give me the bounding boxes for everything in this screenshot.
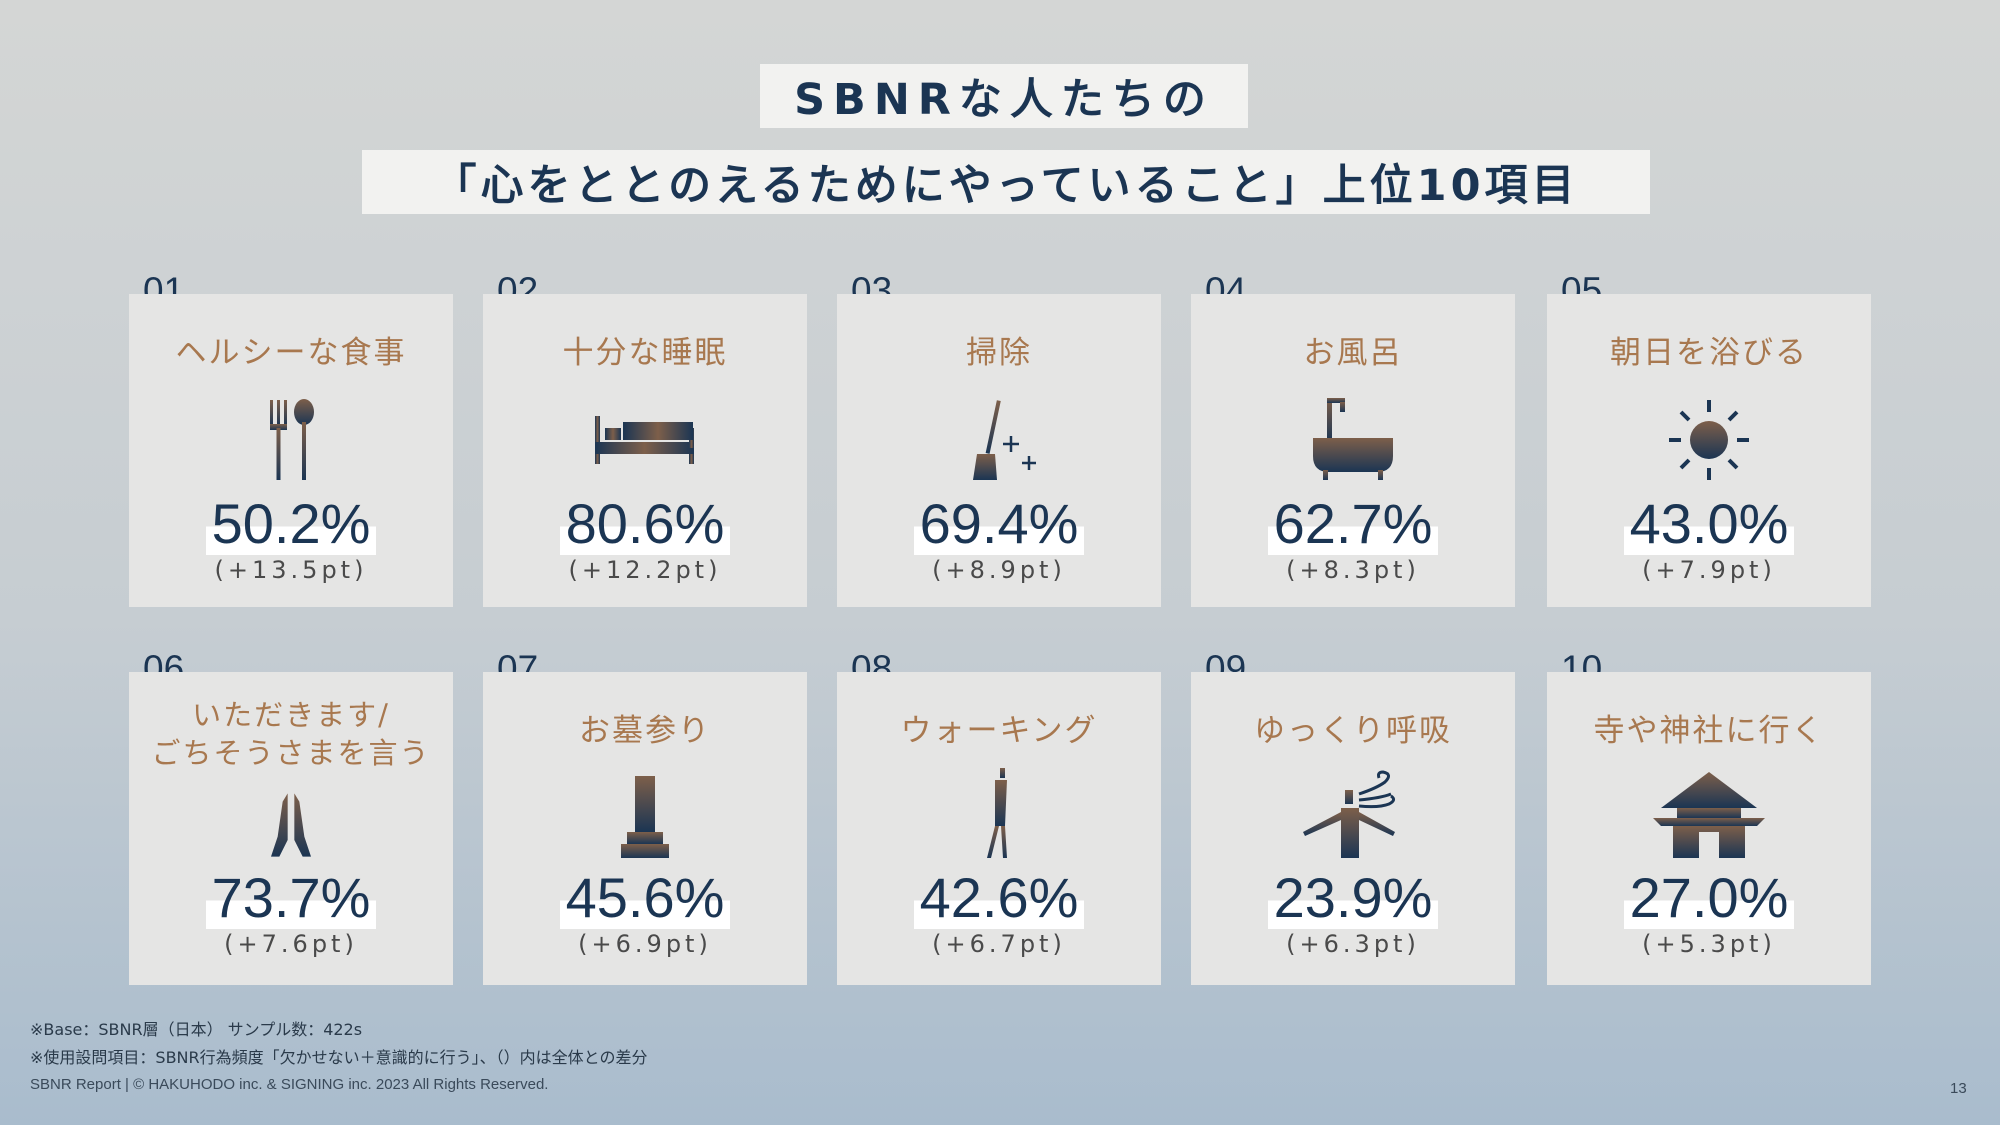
item-card-09: ゆっくり呼吸 23.9% (+6.3pt) <box>1191 672 1515 985</box>
item-label-line2: ごちそうさまを言う <box>151 736 431 770</box>
item-card-10: 寺や神社に行く 27.0% (+5.3pt) <box>1547 672 1871 985</box>
item-diff: (+8.3pt) <box>1286 556 1420 584</box>
title-line2: 「心をととのえるためにやっていること」上位10項目 <box>362 150 1650 214</box>
item-label: 十分な睡眠 <box>562 335 728 371</box>
base-note: ※Base：SBNR層（日本） サンプル数：422s <box>30 1020 363 1039</box>
item-card-06: いただきます/ ごちそうさまを言う 73.7% (+7.6pt) <box>129 672 453 985</box>
item-card-08: ウォーキング 42.6% (+6.7pt) <box>837 672 1161 985</box>
item-diff: (+12.2pt) <box>568 556 722 584</box>
item-percentage: 42.6% <box>837 866 1161 929</box>
item-percentage: 43.0% <box>1547 492 1871 555</box>
item-diff: (+13.5pt) <box>214 556 368 584</box>
item-label: ヘルシーな食事 <box>175 335 407 371</box>
item-diff: (+6.7pt) <box>932 930 1066 958</box>
item-label: 朝日を浴びる <box>1610 335 1808 371</box>
item-percentage: 80.6% <box>483 492 807 555</box>
item-diff: (+5.3pt) <box>1642 930 1776 958</box>
item-card-01: ヘルシーな食事 50.2% (+13.5pt) <box>129 294 453 607</box>
item-label-line1: いただきます/ <box>192 698 390 732</box>
question-note: ※使用設問項目：SBNR行為頻度「欠かせない＋意識的に行う」、（）内は全体との差… <box>30 1048 648 1067</box>
broom-sparkle-icon <box>949 398 1049 482</box>
breathing-person-icon <box>1293 768 1413 860</box>
item-card-04: お風呂 62.7% (+8.3pt) <box>1191 294 1515 607</box>
praying-hands-icon <box>241 790 341 860</box>
item-percentage: 23.9% <box>1191 866 1515 929</box>
walking-person-icon <box>949 766 1049 860</box>
item-percentage: 27.0% <box>1547 866 1871 929</box>
item-percentage: 62.7% <box>1191 492 1515 555</box>
item-label: ゆっくり呼吸 <box>1254 713 1452 749</box>
bathtub-icon <box>1303 398 1403 482</box>
sun-icon <box>1659 398 1759 482</box>
page-number: 13 <box>1950 1080 1967 1097</box>
item-percentage: 73.7% <box>129 866 453 929</box>
item-card-07: お墓参り 45.6% (+6.9pt) <box>483 672 807 985</box>
item-diff: (+6.3pt) <box>1286 930 1420 958</box>
item-label: お墓参り <box>579 713 711 749</box>
item-label: ウォーキング <box>900 713 1098 749</box>
gravestone-icon <box>595 776 695 860</box>
item-diff: (+6.9pt) <box>578 930 712 958</box>
title-line1: SBNRな人たちの <box>760 64 1248 128</box>
fork-spoon-icon <box>241 398 341 482</box>
item-card-02: 十分な睡眠 80.6% (+12.2pt) <box>483 294 807 607</box>
bed-icon <box>595 398 695 482</box>
item-percentage: 45.6% <box>483 866 807 929</box>
item-label: 掃除 <box>966 335 1032 371</box>
item-card-05: 朝日を浴びる 43.0% (+7.9pt) <box>1547 294 1871 607</box>
item-diff: (+7.9pt) <box>1642 556 1776 584</box>
item-diff: (+8.9pt) <box>932 556 1066 584</box>
item-label: お風呂 <box>1303 335 1403 371</box>
copyright: SBNR Report | © HAKUHODO inc. & SIGNING … <box>30 1076 549 1093</box>
item-card-03: 掃除 69.4% (+8.9pt) <box>837 294 1161 607</box>
item-diff: (+7.6pt) <box>224 930 358 958</box>
item-label: 寺や神社に行く <box>1593 713 1825 749</box>
item-percentage: 50.2% <box>129 492 453 555</box>
item-percentage: 69.4% <box>837 492 1161 555</box>
temple-icon <box>1649 768 1769 860</box>
